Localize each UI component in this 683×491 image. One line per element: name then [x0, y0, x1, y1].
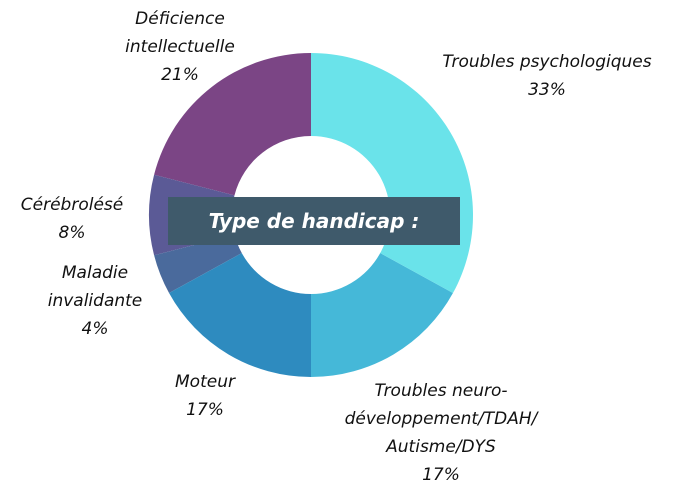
slice-label: Cérébrolésé 8%: [2, 191, 142, 247]
value-label: 17%: [422, 465, 460, 485]
category-label: Cérébrolésé: [20, 195, 124, 215]
category-label: Troubles neuro-développement/TDAH/ Autis…: [344, 381, 538, 457]
slice-label: Troubles psychologiques 33%: [407, 48, 683, 104]
donut-slice: [154, 53, 311, 196]
category-label: Moteur: [175, 372, 235, 392]
category-label: Maladie invalidante: [47, 263, 143, 311]
value-label: 8%: [58, 223, 86, 243]
value-label: 21%: [161, 65, 199, 85]
chart-title: Type de handicap :: [168, 197, 460, 245]
slice-label: Moteur 17%: [145, 368, 265, 424]
donut-slice: [169, 253, 311, 377]
value-label: 17%: [186, 400, 224, 420]
category-label: Déficience intellectuelle: [125, 9, 235, 57]
donut-slice: [154, 234, 242, 294]
value-label: 4%: [81, 319, 109, 339]
donut-slice: [311, 253, 453, 377]
slice-label: Déficience intellectuelle 21%: [100, 5, 260, 89]
slice-label: Troubles neuro-développement/TDAH/ Autis…: [321, 377, 561, 489]
slice-label: Maladie invalidante 4%: [25, 259, 165, 343]
category-label: Troubles psychologiques: [442, 52, 652, 72]
value-label: 33%: [528, 80, 566, 100]
